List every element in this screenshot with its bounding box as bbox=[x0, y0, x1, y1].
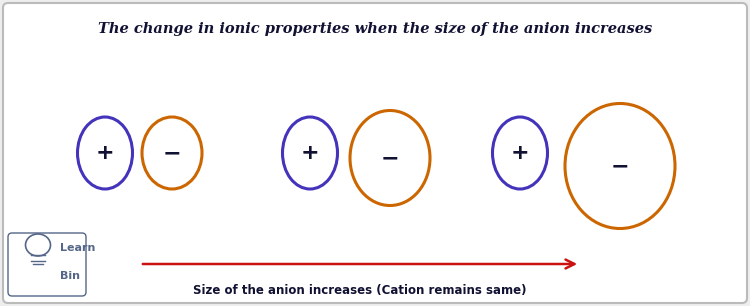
Ellipse shape bbox=[283, 117, 338, 189]
Ellipse shape bbox=[26, 234, 50, 256]
Text: −: − bbox=[381, 148, 399, 168]
Ellipse shape bbox=[493, 117, 548, 189]
Ellipse shape bbox=[565, 103, 675, 229]
Text: Size of the anion increases (Cation remains same): Size of the anion increases (Cation rema… bbox=[194, 284, 526, 297]
Ellipse shape bbox=[142, 117, 202, 189]
Ellipse shape bbox=[350, 110, 430, 206]
Text: −: − bbox=[610, 156, 629, 176]
FancyBboxPatch shape bbox=[3, 3, 747, 303]
Text: Bin: Bin bbox=[60, 271, 80, 281]
Text: The change in ionic properties when the size of the anion increases: The change in ionic properties when the … bbox=[98, 22, 652, 36]
Text: +: + bbox=[511, 143, 530, 163]
Text: +: + bbox=[96, 143, 114, 163]
Text: +: + bbox=[301, 143, 320, 163]
Text: Learn: Learn bbox=[60, 243, 95, 253]
Ellipse shape bbox=[77, 117, 133, 189]
Text: −: − bbox=[163, 143, 182, 163]
